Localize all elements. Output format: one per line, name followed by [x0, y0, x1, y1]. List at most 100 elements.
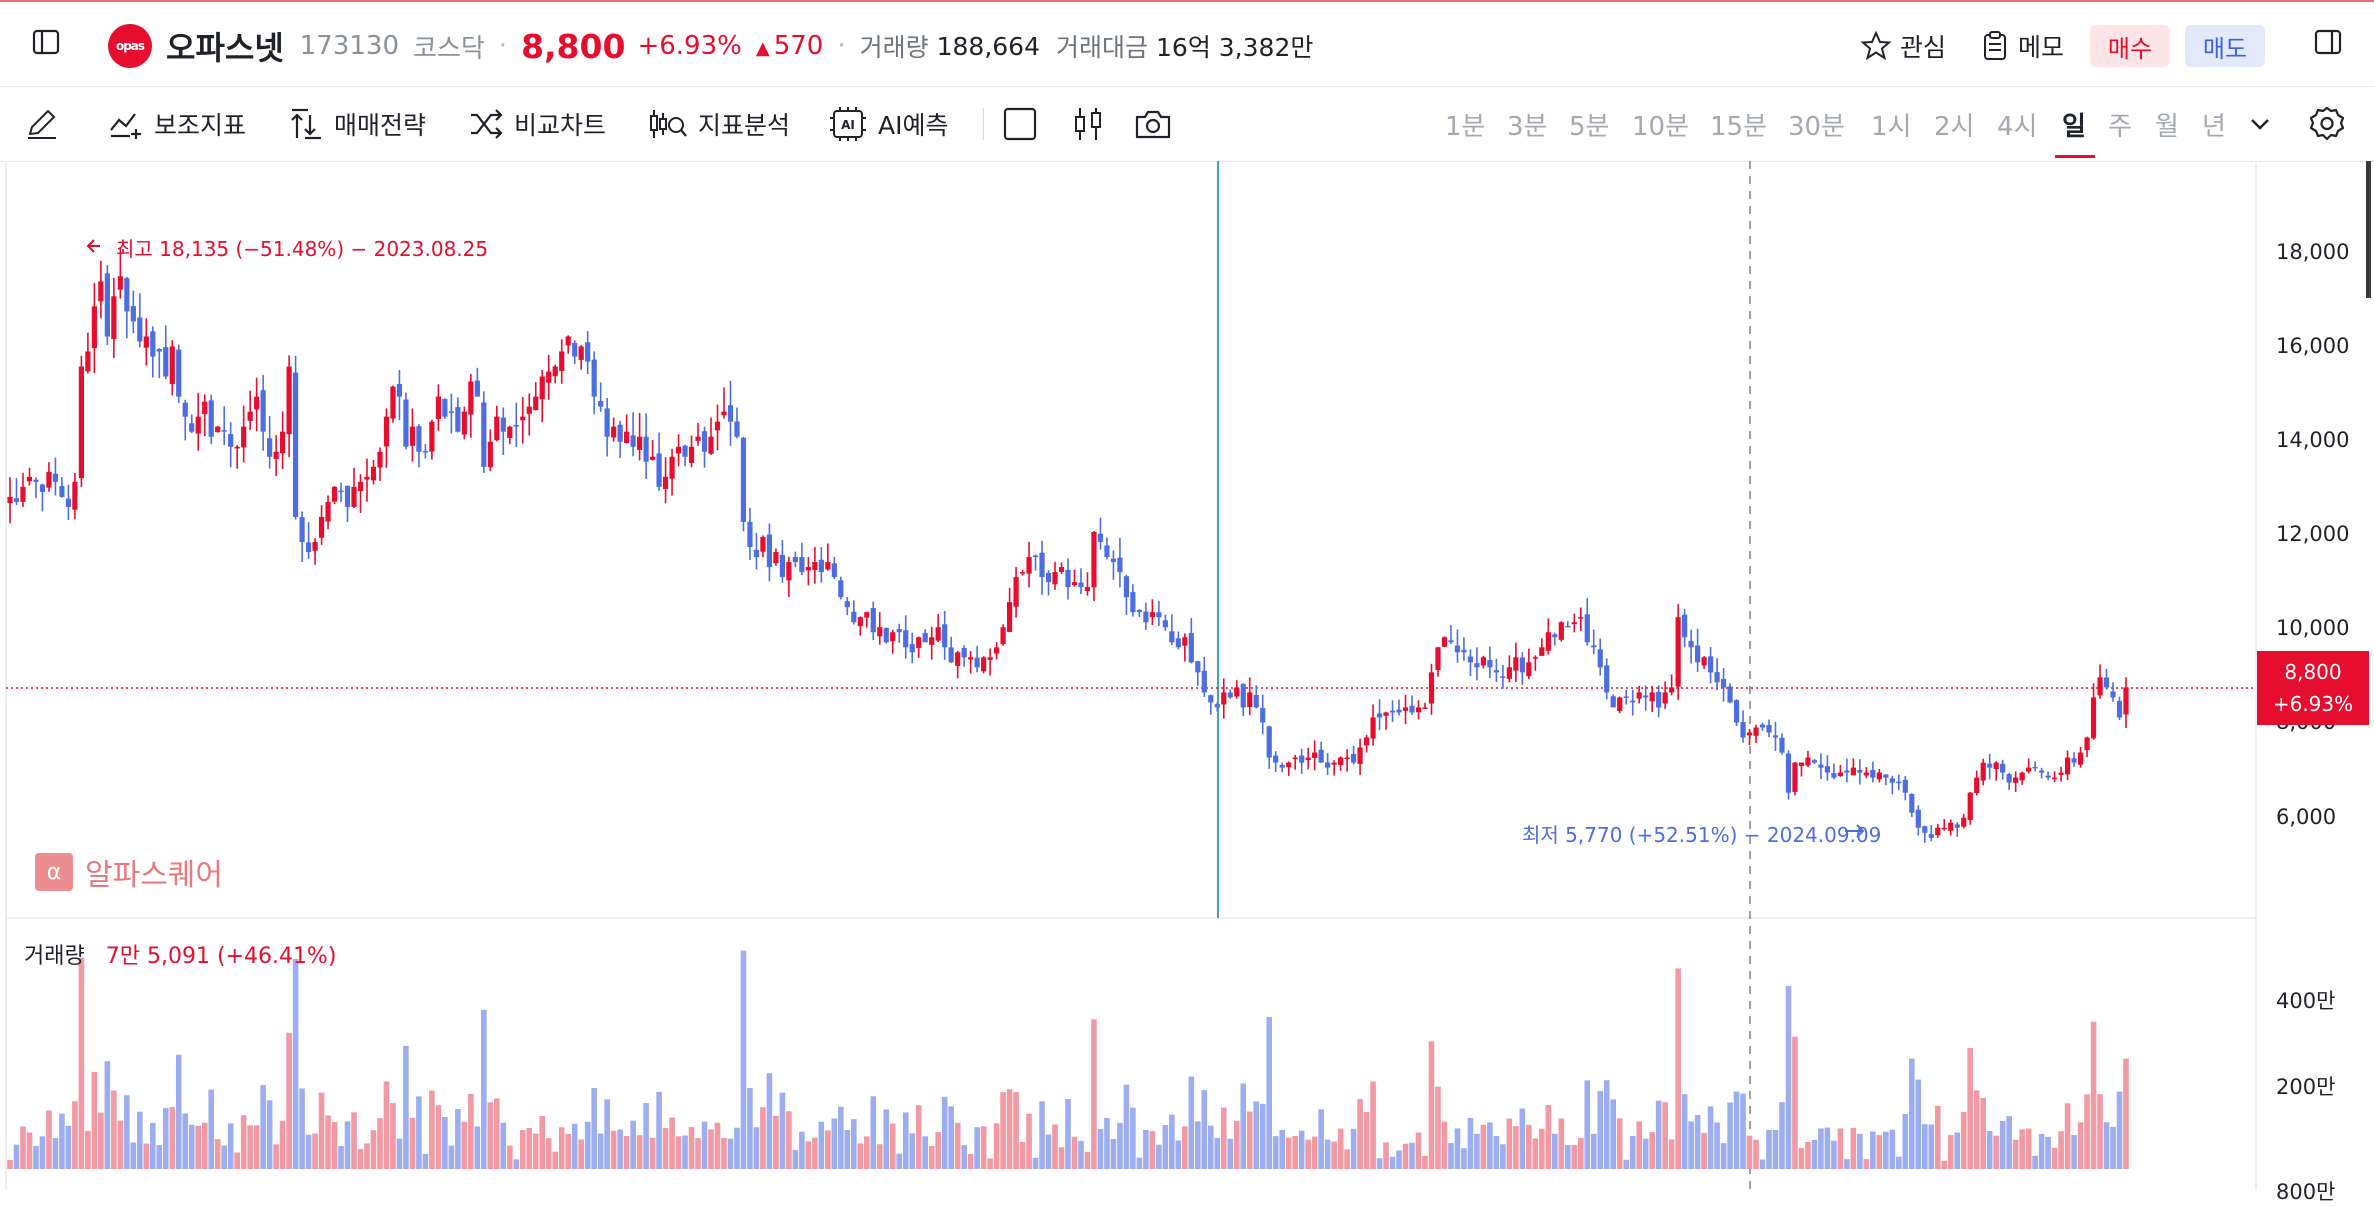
layout-square-button[interactable] — [1002, 101, 1048, 147]
volume-bar — [78, 958, 85, 1169]
candle-body — [1493, 670, 1499, 673]
separator-dot: · — [837, 31, 846, 61]
volume-bar — [1207, 1125, 1214, 1169]
volume-bar — [1045, 1134, 1052, 1169]
candle-body — [429, 421, 435, 452]
interval-year[interactable]: 년 — [2202, 111, 2226, 142]
volume-bar — [838, 1106, 844, 1169]
volume-bar — [1039, 1101, 1045, 1169]
interval-1m[interactable]: 1분 — [1445, 111, 1486, 142]
settings-button[interactable] — [2308, 101, 2356, 147]
candle-body — [2000, 763, 2006, 773]
volume-bar — [1331, 1141, 1337, 1169]
volume-bar — [1558, 1118, 1565, 1169]
candle-body — [91, 306, 97, 349]
candle-body — [1286, 762, 1292, 768]
strategy-button[interactable]: 매매전략 — [288, 101, 426, 147]
scrollbar-thumb[interactable] — [2366, 161, 2371, 298]
compare-label: 비교차트 — [514, 111, 607, 140]
candle-body — [1370, 717, 1376, 739]
volume-bar — [1214, 1137, 1221, 1169]
interval-2h[interactable]: 2시 — [1934, 111, 1975, 142]
candle-body — [1669, 687, 1675, 693]
candle-body — [299, 517, 305, 543]
candle-body — [611, 426, 617, 438]
interval-30m[interactable]: 30분 — [1788, 111, 1846, 142]
strategy-icon — [291, 108, 321, 140]
interval-3m[interactable]: 3분 — [1507, 111, 1548, 142]
volume-bar — [1571, 1145, 1578, 1169]
volume-bar — [721, 1137, 727, 1169]
interval-1h[interactable]: 1시 — [1871, 111, 1912, 142]
volume-bar — [2051, 1147, 2058, 1169]
ai-predict-button[interactable]: AI AI예측 — [828, 101, 948, 147]
volume-bar — [1071, 1136, 1078, 1169]
sell-button[interactable]: 매도 — [2185, 25, 2265, 67]
watch-button[interactable]: 관심 — [1860, 22, 1946, 70]
candle-body — [46, 471, 52, 488]
interval-15m[interactable]: 15분 — [1710, 111, 1768, 142]
volume-bar — [2025, 1128, 2032, 1169]
candle-body — [1292, 757, 1298, 760]
price-tag-value: 8,800 — [2284, 660, 2342, 684]
indicators-button[interactable]: 보조지표 — [108, 101, 246, 147]
alphasquare-logo-icon: α — [35, 853, 73, 891]
interval-more-button[interactable] — [2246, 101, 2284, 147]
candle-body — [1662, 692, 1668, 704]
volume-bar — [1117, 1122, 1123, 1169]
volume-bar — [409, 1117, 416, 1169]
candle-body — [1182, 637, 1188, 646]
interval-week[interactable]: 주 — [2108, 111, 2132, 142]
volume-bar — [2058, 1131, 2064, 1169]
candle-body — [1772, 735, 1779, 738]
candle-body — [273, 451, 279, 459]
candle-body — [591, 359, 597, 397]
candle-body — [1584, 614, 1590, 643]
candle-body — [1733, 700, 1740, 723]
drawing-tool-button[interactable] — [24, 101, 70, 147]
candle-body — [1110, 558, 1117, 563]
candle-body — [701, 431, 708, 452]
sidebar-toggle-icon[interactable] — [24, 20, 68, 64]
interval-day[interactable]: 일 — [2062, 111, 2086, 142]
candle-body — [422, 450, 429, 453]
volume-bar — [1409, 1142, 1415, 1169]
low-price-annotation: 최저 5,770 (+52.51%) − 2024.09.09 — [1522, 823, 1882, 847]
memo-button[interactable]: 메모 — [1980, 22, 2064, 70]
candle-body — [799, 557, 805, 573]
candle-body — [1954, 824, 1960, 828]
volume-bar — [1642, 1138, 1649, 1169]
interval-month[interactable]: 월 — [2155, 111, 2179, 142]
interval-10m[interactable]: 10분 — [1632, 111, 1690, 142]
candle-body — [318, 516, 325, 538]
stock-logo: opas — [108, 24, 152, 68]
buy-button[interactable]: 매수 — [2090, 25, 2170, 67]
screenshot-button[interactable] — [1134, 101, 1182, 147]
chart-type-button[interactable] — [1070, 101, 1116, 147]
candle-body — [1383, 712, 1389, 716]
chevron-down-icon — [2251, 119, 2269, 130]
right-panel-toggle-icon[interactable] — [2306, 20, 2350, 64]
candle-body — [838, 580, 844, 598]
candle-body — [2058, 772, 2064, 775]
volume-bar — [370, 1130, 377, 1169]
volume-bar — [195, 1125, 202, 1169]
volume-bar — [1052, 1124, 1058, 1169]
candle-body — [1097, 533, 1104, 543]
stock-name[interactable]: 오파스넷 — [166, 29, 284, 67]
analysis-button[interactable]: 지표분석 — [648, 101, 790, 147]
compare-button[interactable]: 비교차트 — [468, 101, 606, 147]
volume-bar — [2077, 1122, 2084, 1169]
volume-bar — [688, 1127, 695, 1169]
interval-5m[interactable]: 5분 — [1569, 111, 1610, 142]
candle-body — [857, 617, 863, 627]
candle-body — [1169, 631, 1175, 643]
candle-body — [20, 486, 26, 502]
volume-bar — [2110, 1126, 2116, 1169]
candle-body — [1480, 657, 1487, 666]
interval-4h[interactable]: 4시 — [1997, 111, 2038, 142]
volume-bar — [1182, 1126, 1188, 1169]
price-chart[interactable] — [0, 161, 2374, 1190]
volume-legend: 거래량 7만 5,091 (+46.41%) — [24, 938, 336, 970]
candle-body — [916, 637, 922, 648]
